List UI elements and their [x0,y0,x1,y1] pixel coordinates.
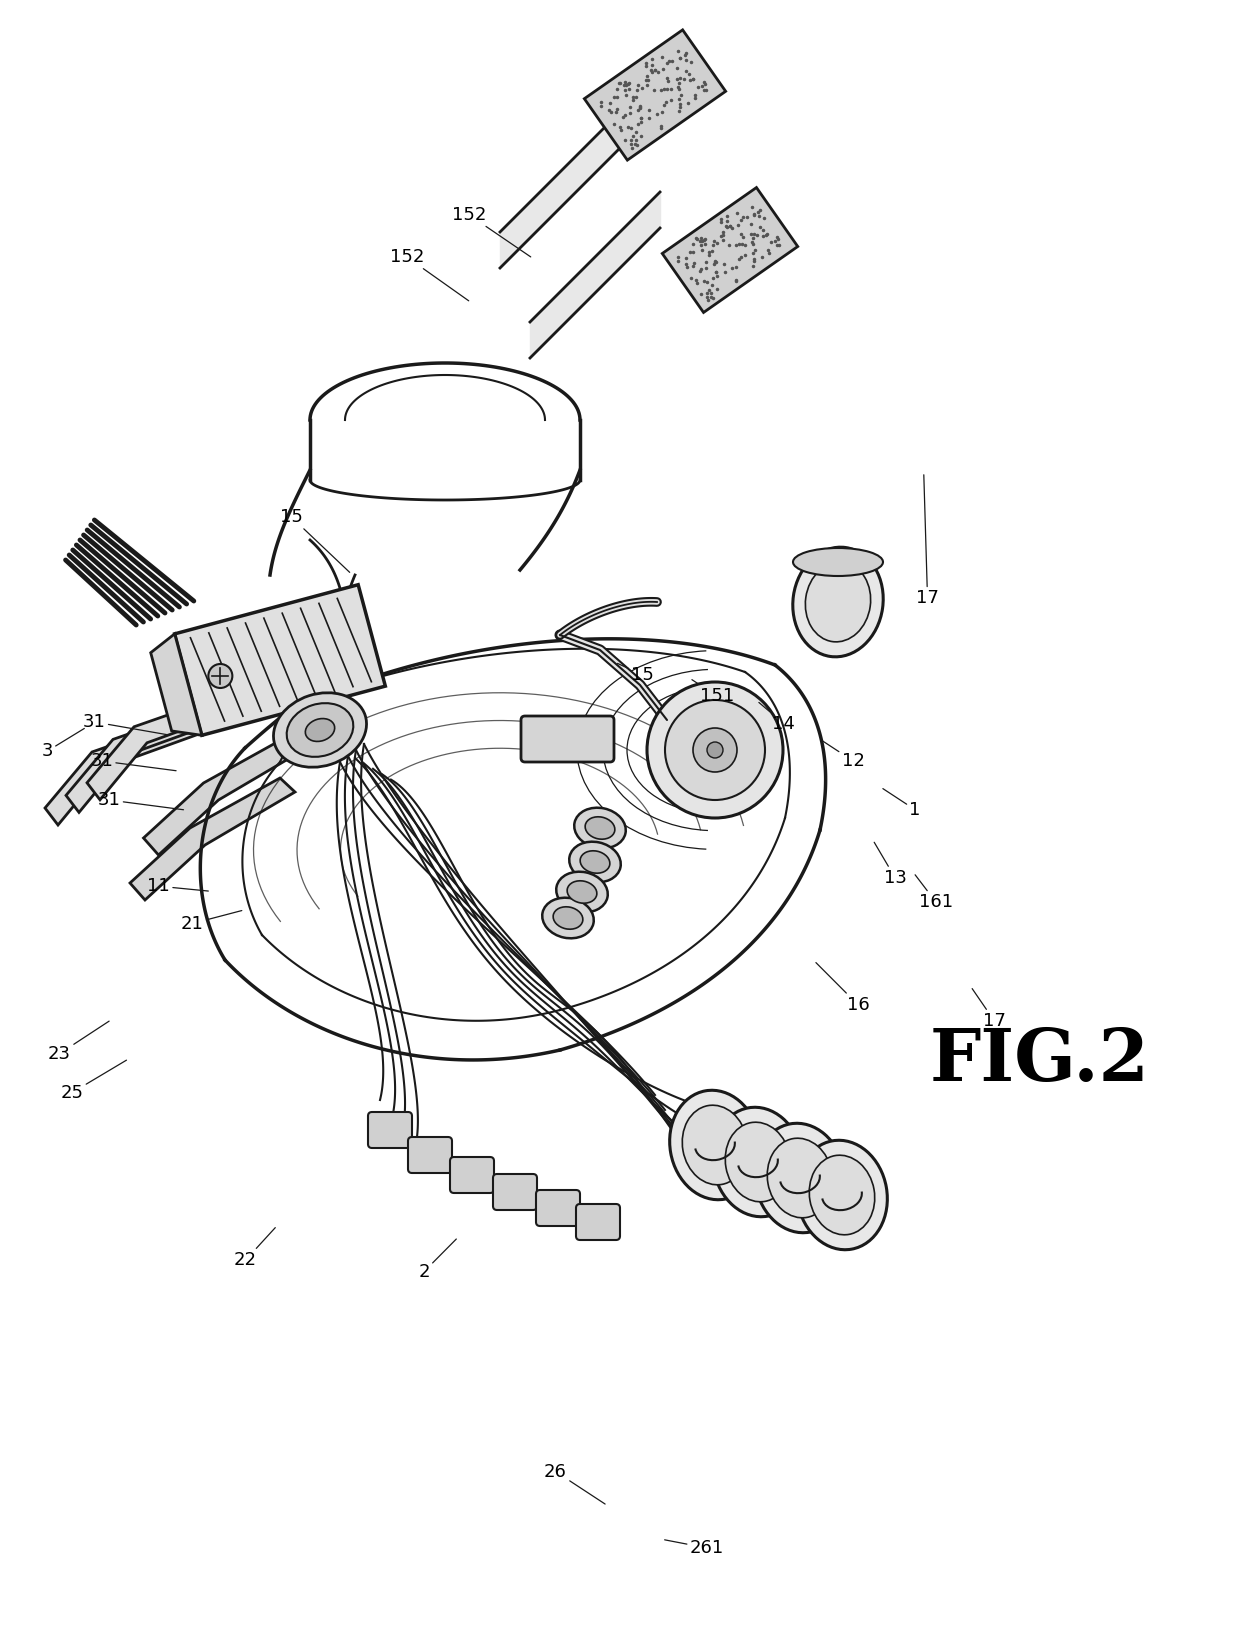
Text: 15: 15 [280,507,350,572]
FancyBboxPatch shape [536,1190,580,1226]
Text: 17: 17 [972,989,1006,1031]
Circle shape [707,741,723,758]
Text: 3: 3 [41,728,84,761]
Text: 151: 151 [692,680,734,706]
Ellipse shape [567,881,596,902]
Ellipse shape [768,1138,833,1218]
Ellipse shape [670,1091,760,1200]
Polygon shape [584,29,725,159]
Ellipse shape [542,898,594,938]
Ellipse shape [682,1106,748,1185]
Text: 261: 261 [665,1538,724,1558]
Text: 31: 31 [98,790,184,810]
FancyBboxPatch shape [494,1174,537,1210]
Ellipse shape [274,693,367,767]
Polygon shape [175,585,386,735]
Polygon shape [66,702,231,813]
Text: 22: 22 [234,1228,275,1270]
Text: 31: 31 [83,712,169,735]
Text: 161: 161 [915,875,954,912]
Text: 1: 1 [883,789,921,820]
Ellipse shape [794,548,883,576]
Text: 152: 152 [451,205,531,257]
Ellipse shape [585,816,615,839]
Polygon shape [87,689,252,800]
Text: 17: 17 [916,475,939,608]
FancyBboxPatch shape [577,1203,620,1241]
Text: 26: 26 [544,1462,605,1504]
Ellipse shape [725,1122,791,1202]
Text: 15: 15 [618,663,653,685]
Text: 13: 13 [874,842,906,888]
Circle shape [693,728,737,772]
Ellipse shape [792,548,883,657]
Polygon shape [662,187,797,312]
Circle shape [665,701,765,800]
Text: FIG.2: FIG.2 [930,1024,1149,1096]
Ellipse shape [574,808,626,849]
FancyBboxPatch shape [450,1158,494,1193]
Text: 14: 14 [759,702,795,733]
Text: 12: 12 [821,740,864,771]
Ellipse shape [557,872,608,912]
Ellipse shape [796,1140,888,1250]
Polygon shape [144,733,309,855]
Ellipse shape [305,719,335,741]
Text: 16: 16 [816,963,869,1015]
Text: 11: 11 [148,876,208,896]
Text: 23: 23 [48,1021,109,1063]
Circle shape [208,663,232,688]
Ellipse shape [713,1107,804,1216]
Circle shape [647,681,782,818]
Polygon shape [151,634,202,735]
Text: 2: 2 [418,1239,456,1281]
Ellipse shape [569,842,621,883]
Text: 152: 152 [389,247,469,301]
Polygon shape [130,777,295,901]
Text: 31: 31 [91,751,176,771]
FancyBboxPatch shape [408,1137,453,1172]
Ellipse shape [810,1154,874,1234]
Text: 25: 25 [61,1060,126,1102]
Ellipse shape [580,850,610,873]
Ellipse shape [286,702,353,756]
Ellipse shape [553,907,583,928]
FancyBboxPatch shape [368,1112,412,1148]
Ellipse shape [755,1124,846,1233]
FancyBboxPatch shape [521,715,614,763]
Ellipse shape [805,563,870,642]
Text: 21: 21 [181,911,242,933]
Polygon shape [45,715,210,824]
